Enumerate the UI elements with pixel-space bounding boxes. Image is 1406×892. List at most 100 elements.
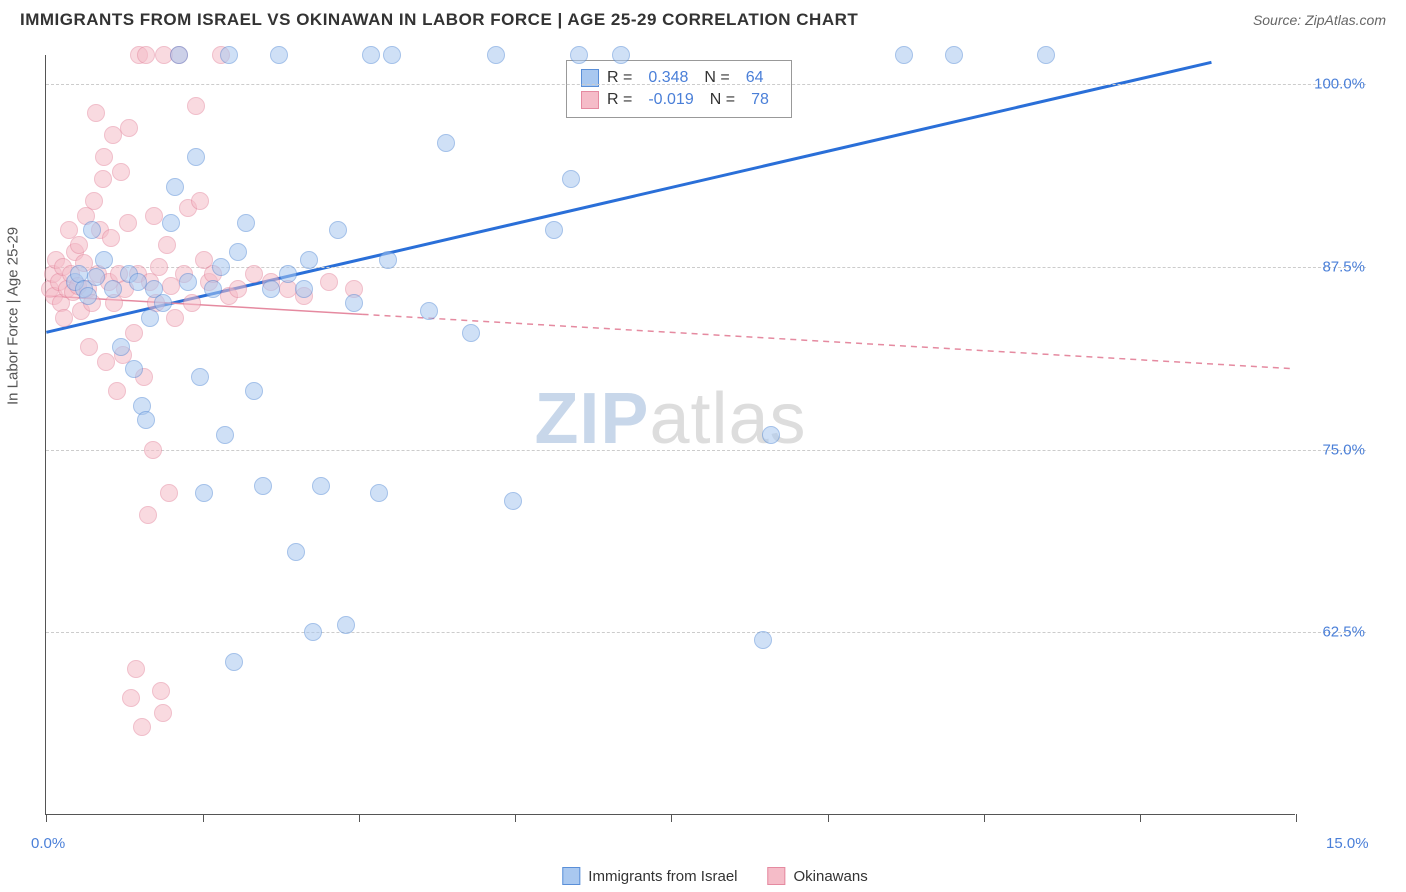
data-point (120, 119, 138, 137)
data-point (166, 178, 184, 196)
data-point (137, 46, 155, 64)
data-point (754, 631, 772, 649)
stat-n-label: N = (710, 91, 735, 109)
x-axis-min-label: 0.0% (31, 835, 65, 852)
data-point (216, 426, 234, 444)
gridline (46, 450, 1366, 451)
watermark-part-a: ZIP (534, 379, 649, 459)
data-point (487, 46, 505, 64)
gridline (46, 84, 1366, 85)
data-point (102, 229, 120, 247)
data-point (150, 258, 168, 276)
data-point (379, 251, 397, 269)
data-point (337, 616, 355, 634)
data-point (160, 484, 178, 502)
data-point (287, 543, 305, 561)
stat-r-label: R = (607, 91, 632, 109)
stat-r-value: -0.019 (648, 91, 693, 109)
data-point (70, 236, 88, 254)
data-point (229, 280, 247, 298)
data-point (945, 46, 963, 64)
x-tick (359, 814, 360, 822)
x-axis-max-label: 15.0% (1326, 835, 1369, 852)
plot-area: ZIPatlas R =0.348N =64R =-0.019N =78 100… (45, 55, 1295, 815)
x-tick (1140, 814, 1141, 822)
data-point (320, 273, 338, 291)
data-point (94, 170, 112, 188)
data-point (145, 207, 163, 225)
y-tick-label: 75.0% (1322, 441, 1365, 458)
data-point (195, 484, 213, 502)
data-point (152, 682, 170, 700)
chart-title: IMMIGRANTS FROM ISRAEL VS OKINAWAN IN LA… (20, 10, 858, 30)
watermark-part-b: atlas (649, 379, 806, 459)
data-point (270, 46, 288, 64)
legend-item: Okinawans (768, 867, 868, 885)
data-point (245, 265, 263, 283)
data-point (329, 221, 347, 239)
legend-label: Immigrants from Israel (588, 868, 737, 885)
data-point (237, 214, 255, 232)
source-attribution: Source: ZipAtlas.com (1253, 12, 1386, 28)
data-point (437, 134, 455, 152)
data-point (125, 324, 143, 342)
chart-container: ZIPatlas R =0.348N =64R =-0.019N =78 100… (45, 55, 1385, 845)
y-tick-label: 100.0% (1314, 76, 1365, 93)
data-point (300, 251, 318, 269)
data-point (220, 46, 238, 64)
data-point (187, 97, 205, 115)
data-point (895, 46, 913, 64)
data-point (229, 243, 247, 261)
x-tick (984, 814, 985, 822)
data-point (166, 309, 184, 327)
legend-swatch (768, 867, 786, 885)
data-point (612, 46, 630, 64)
data-point (154, 704, 172, 722)
data-point (158, 236, 176, 254)
data-point (420, 302, 438, 320)
data-point (279, 265, 297, 283)
x-tick (828, 814, 829, 822)
data-point (104, 280, 122, 298)
data-point (362, 46, 380, 64)
data-point (212, 258, 230, 276)
data-point (187, 148, 205, 166)
data-point (80, 338, 98, 356)
data-point (85, 192, 103, 210)
data-point (170, 46, 188, 64)
data-point (204, 280, 222, 298)
data-point (83, 221, 101, 239)
data-point (144, 441, 162, 459)
x-tick (671, 814, 672, 822)
data-point (55, 309, 73, 327)
data-point (504, 492, 522, 510)
data-point (122, 689, 140, 707)
data-point (97, 353, 115, 371)
data-point (462, 324, 480, 342)
x-tick (515, 814, 516, 822)
data-point (312, 477, 330, 495)
data-point (95, 148, 113, 166)
watermark: ZIPatlas (534, 378, 806, 460)
data-point (125, 360, 143, 378)
data-point (87, 268, 105, 286)
data-point (112, 338, 130, 356)
data-point (104, 126, 122, 144)
data-point (112, 163, 130, 181)
gridline (46, 267, 1366, 268)
data-point (179, 273, 197, 291)
data-point (95, 251, 113, 269)
correlation-stat-box: R =0.348N =64R =-0.019N =78 (566, 60, 792, 118)
data-point (304, 623, 322, 641)
data-point (345, 294, 363, 312)
data-point (245, 382, 263, 400)
data-point (295, 280, 313, 298)
y-tick-label: 62.5% (1322, 624, 1365, 641)
data-point (545, 221, 563, 239)
x-tick (203, 814, 204, 822)
data-point (225, 653, 243, 671)
data-point (139, 506, 157, 524)
data-point (133, 718, 151, 736)
data-point (129, 273, 147, 291)
stat-row: R =0.348N =64 (581, 67, 777, 89)
